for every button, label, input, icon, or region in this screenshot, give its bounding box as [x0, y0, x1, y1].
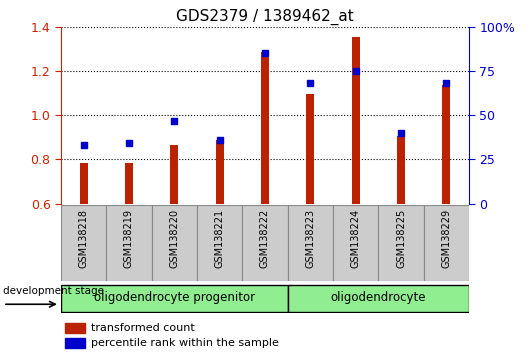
Text: GSM138219: GSM138219 — [124, 209, 134, 268]
Text: oligodendrocyte progenitor: oligodendrocyte progenitor — [94, 291, 255, 304]
Point — [261, 50, 269, 56]
Bar — [378, 205, 423, 281]
Bar — [351, 36, 360, 204]
Text: GSM138224: GSM138224 — [351, 209, 361, 268]
Text: percentile rank within the sample: percentile rank within the sample — [91, 338, 279, 348]
Bar — [65, 323, 85, 333]
Bar — [152, 205, 197, 281]
Text: GSM138218: GSM138218 — [78, 209, 89, 268]
Text: development stage: development stage — [3, 286, 104, 296]
Text: GSM138220: GSM138220 — [169, 209, 179, 268]
Text: GSM138223: GSM138223 — [305, 209, 315, 268]
Bar — [61, 205, 107, 281]
Text: transformed count: transformed count — [91, 323, 195, 333]
Bar — [61, 285, 288, 312]
Bar — [65, 338, 85, 348]
Bar — [423, 205, 469, 281]
Bar — [288, 205, 333, 281]
Text: GSM138225: GSM138225 — [396, 209, 406, 268]
Point — [215, 138, 224, 143]
Bar — [216, 141, 224, 204]
Bar — [443, 85, 450, 204]
Point — [442, 80, 450, 86]
Bar — [261, 52, 269, 204]
Text: GSM138229: GSM138229 — [441, 209, 452, 268]
Bar — [80, 162, 87, 204]
Bar — [333, 205, 378, 281]
Bar — [397, 136, 405, 204]
Bar — [125, 162, 133, 204]
Text: GSM138221: GSM138221 — [215, 209, 225, 268]
Point — [306, 80, 315, 86]
Text: GSM138222: GSM138222 — [260, 209, 270, 268]
Text: oligodendrocyte: oligodendrocyte — [331, 291, 426, 304]
Bar — [288, 285, 469, 312]
Point — [170, 118, 179, 124]
Point — [80, 142, 88, 148]
Bar — [170, 145, 179, 204]
Bar — [107, 205, 152, 281]
Bar — [197, 205, 242, 281]
Bar — [306, 94, 314, 204]
Point — [125, 140, 133, 145]
Point — [397, 130, 405, 136]
Point — [351, 68, 360, 74]
Bar — [242, 205, 288, 281]
Text: GDS2379 / 1389462_at: GDS2379 / 1389462_at — [176, 9, 354, 25]
